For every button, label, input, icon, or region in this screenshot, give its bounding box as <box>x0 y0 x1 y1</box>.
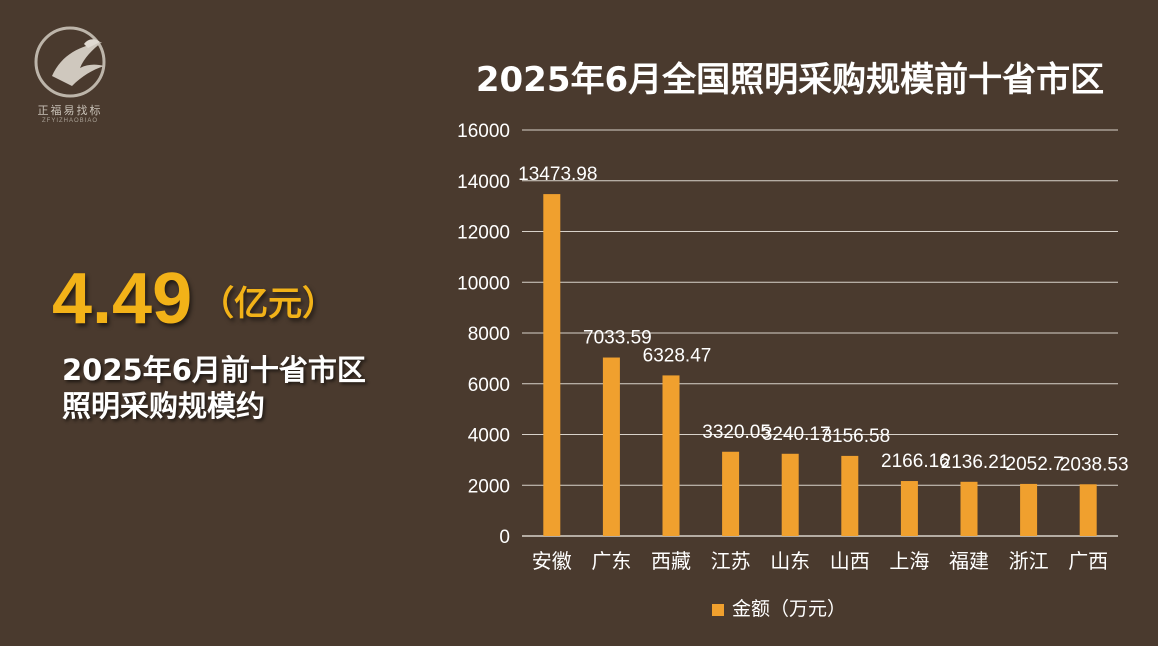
y-tick-label: 6000 <box>468 375 510 396</box>
x-tick-label: 江苏 <box>711 549 751 573</box>
x-tick-label: 上海 <box>889 549 929 573</box>
y-tick-label: 0 <box>499 527 510 548</box>
data-label: 2136.21 <box>941 452 1010 473</box>
logo-subtitle: ZFYIZHAOBIAO <box>41 118 98 124</box>
summary-line-1: 2025年6月前十省市区 <box>62 353 366 387</box>
data-label: 2052.7 <box>1006 454 1064 475</box>
bar <box>1079 484 1097 536</box>
y-tick-label: 12000 <box>457 223 510 244</box>
bar <box>900 481 918 536</box>
y-tick-label: 4000 <box>468 426 510 447</box>
bars <box>543 194 1097 536</box>
summary-value-block: 4.49 （亿元） <box>52 258 336 340</box>
legend-label: 金额（万元） <box>732 598 847 620</box>
bar <box>1020 483 1038 536</box>
y-tick-label: 16000 <box>457 121 510 142</box>
y-tick-label: 8000 <box>468 324 510 345</box>
x-tick-label: 安徽 <box>532 549 572 573</box>
eagle-logo-icon <box>34 26 106 98</box>
data-label: 3320.05 <box>702 422 771 443</box>
summary-line-2: 照明采购规模约 <box>62 389 266 423</box>
legend: 金额（万元） <box>712 594 846 621</box>
x-tick-label: 广西 <box>1068 549 1108 573</box>
grid-lines <box>522 129 1118 537</box>
y-tick-label: 2000 <box>468 476 510 497</box>
summary-value: 4.49 <box>52 259 193 339</box>
bar <box>543 194 561 536</box>
data-label: 3240.17 <box>762 424 831 445</box>
logo-name: 正福易找标 <box>37 104 103 117</box>
logo: 正福易找标 ZFYIZHAOBIAO <box>22 24 122 134</box>
y-tick-label: 14000 <box>457 172 510 193</box>
bar <box>960 481 978 536</box>
data-label: 6328.47 <box>643 345 712 366</box>
x-axis-ticks: 安徽 广东 西藏 江苏 山东 山西 上海 福建 浙江 广西 <box>532 549 1108 573</box>
y-axis-ticks: 0 2000 4000 6000 8000 10000 12000 14000 16000 <box>457 121 510 548</box>
x-tick-label: 西藏 <box>651 549 691 573</box>
x-tick-label: 山西 <box>830 549 870 573</box>
chart-title: 2025年6月全国照明采购规模前十省市区 <box>475 60 1105 100</box>
legend-swatch <box>712 603 724 616</box>
bar <box>722 451 740 536</box>
summary-unit: （亿元） <box>200 285 337 323</box>
data-label: 7033.59 <box>583 328 652 349</box>
x-tick-label: 广东 <box>591 549 631 573</box>
bar <box>602 357 620 536</box>
bar <box>662 375 680 536</box>
x-tick-label: 山东 <box>770 549 810 573</box>
bar <box>841 455 859 536</box>
y-tick-label: 10000 <box>457 273 510 294</box>
x-tick-label: 浙江 <box>1009 549 1049 573</box>
data-label: 2166.16 <box>881 451 950 472</box>
data-label: 2038.53 <box>1060 454 1129 475</box>
data-label: 3156.58 <box>821 426 890 447</box>
x-tick-label: 福建 <box>949 549 989 573</box>
summary-description: 2025年6月前十省市区 照明采购规模约 <box>62 352 442 424</box>
bar <box>781 453 799 536</box>
data-label: 13473.98 <box>518 164 597 185</box>
